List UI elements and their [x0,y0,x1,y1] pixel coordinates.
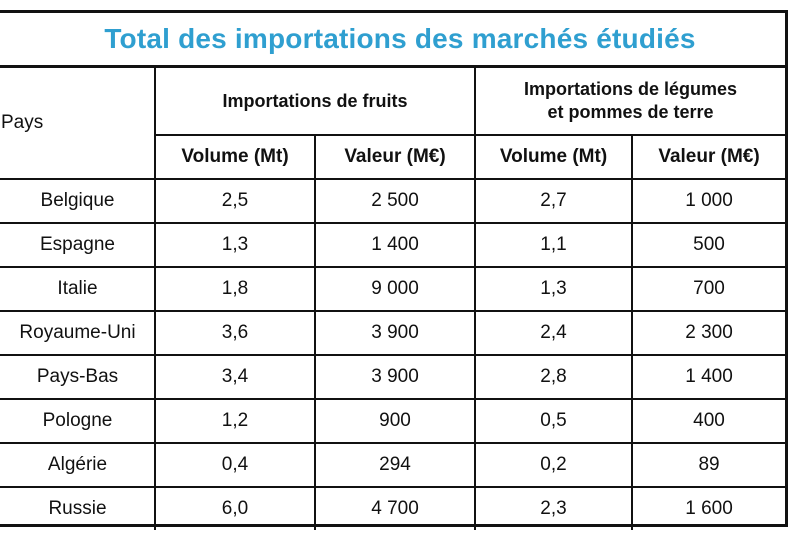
header-pays: Pays [0,68,156,180]
cell-fruits-valeur: 9 000 [313,266,477,312]
cell-legumes-volume: 2,3 [474,486,634,530]
header-legumes-valeur: Valeur (M€) [631,134,786,180]
cell-fruits-volume: 3,6 [154,310,316,356]
header-fruits: Importations de fruits [153,68,477,136]
cell-legumes-valeur: 1 400 [631,354,786,400]
cell-fruits-volume: 1,8 [154,266,316,312]
cell-pays: Pologne [0,398,156,444]
cell-fruits-valeur: 3 900 [313,354,477,400]
cell-legumes-valeur: 1 600 [631,486,786,530]
table-row: Italie 1,8 9 000 1,3 700 [0,266,786,312]
cell-fruits-valeur: 294 [313,442,477,488]
header-fruits-volume: Volume (Mt) [155,134,316,180]
cell-legumes-valeur: 400 [631,398,786,444]
imports-table-frame: Total des importations des marchés étudi… [0,10,788,530]
table-row: Espagne 1,3 1 400 1,1 500 [0,222,786,268]
cell-legumes-volume: 0,2 [474,442,634,488]
cell-fruits-volume: 3,4 [154,354,316,400]
table-row: Pologne 1,2 900 0,5 400 [0,398,786,444]
cell-fruits-valeur: 2 500 [313,178,477,224]
cell-pays: Pays-Bas [0,354,156,400]
header-legumes-line2: et pommes de terre [547,102,714,122]
cell-fruits-volume: 1,3 [154,222,316,268]
table-row: Russie 6,0 4 700 2,3 1 600 [0,486,786,530]
cell-fruits-volume: 6,0 [154,486,316,530]
cell-legumes-volume: 1,3 [474,266,634,312]
cell-fruits-volume: 0,4 [154,442,316,488]
cell-pays: Royaume-Uni [0,310,156,356]
cell-legumes-volume: 1,1 [474,222,634,268]
cell-legumes-valeur: 500 [631,222,786,268]
cell-fruits-valeur: 4 700 [313,486,477,530]
table-row: Algérie 0,4 294 0,2 89 [0,442,786,488]
cell-fruits-valeur: 900 [313,398,477,444]
header-fruits-valeur: Valeur (M€) [313,134,477,180]
cell-legumes-valeur: 1 000 [631,178,786,224]
cell-pays: Algérie [0,442,156,488]
cell-legumes-valeur: 700 [631,266,786,312]
cell-fruits-valeur: 3 900 [313,310,477,356]
table-row: Pays-Bas 3,4 3 900 2,8 1 400 [0,354,786,400]
table-row: Royaume-Uni 3,6 3 900 2,4 2 300 [0,310,786,356]
table-title: Total des importations des marchés étudi… [0,13,785,68]
cell-pays: Belgique [0,178,156,224]
cell-legumes-valeur: 89 [631,442,786,488]
cell-legumes-volume: 0,5 [474,398,634,444]
cell-pays: Russie [0,486,156,530]
cell-legumes-volume: 2,7 [474,178,634,224]
header-legumes-line1: Importations de légumes [524,79,738,99]
cell-legumes-volume: 2,4 [474,310,634,356]
header-legumes-volume: Volume (Mt) [474,134,634,180]
cell-legumes-valeur: 2 300 [631,310,786,356]
cell-fruits-volume: 2,5 [154,178,316,224]
imports-table: Pays Importations de fruits Importations… [0,68,786,530]
cell-pays: Italie [0,266,156,312]
cell-legumes-volume: 2,8 [474,354,634,400]
cell-fruits-volume: 1,2 [154,398,316,444]
header-legumes: Importations de légumes et pommes de ter… [474,68,786,136]
cell-pays: Espagne [0,222,156,268]
cell-fruits-valeur: 1 400 [313,222,477,268]
table-row: Belgique 2,5 2 500 2,7 1 000 [0,178,786,224]
